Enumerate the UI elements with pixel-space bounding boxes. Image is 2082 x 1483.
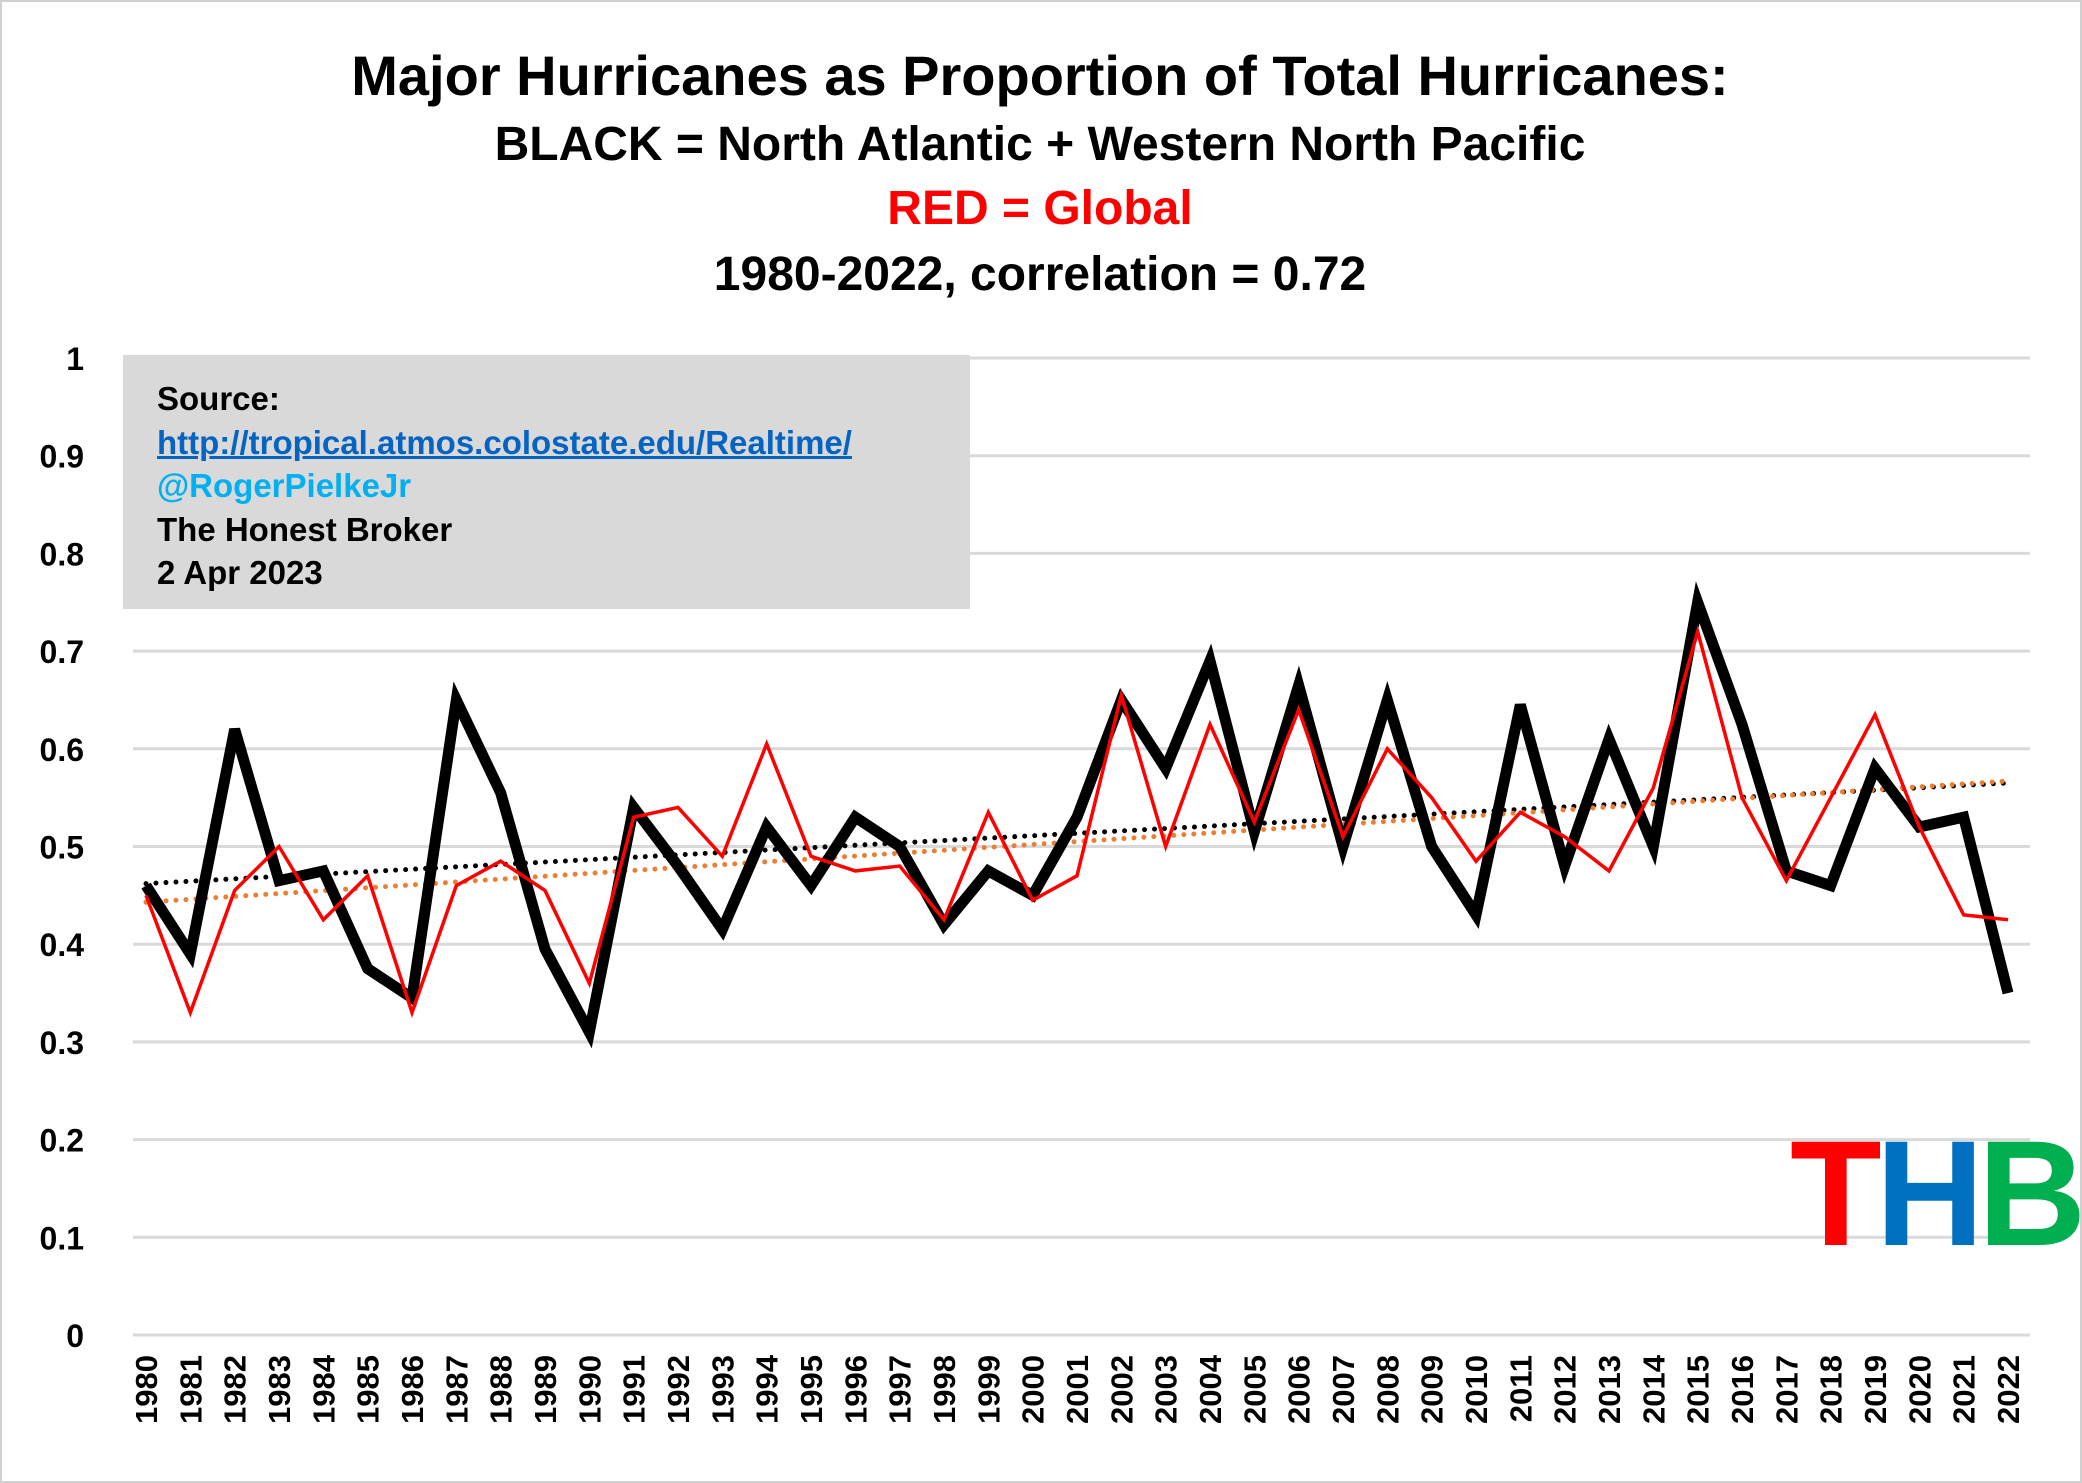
- y-tick-label: 0.3: [40, 1025, 84, 1061]
- x-tick-label: 2014: [1636, 1354, 1671, 1424]
- x-tick-label: 2018: [1814, 1355, 1849, 1424]
- x-tick-label: 2000: [1016, 1355, 1051, 1424]
- author-handle: @RogerPielkeJr: [157, 467, 412, 504]
- x-tick-label: 2010: [1459, 1355, 1494, 1424]
- x-tick-label: 2001: [1060, 1355, 1095, 1424]
- thb-logo: THB: [1790, 1118, 2082, 1268]
- trendline: [143, 780, 2011, 887]
- logo-b: B: [1977, 1109, 2082, 1277]
- x-tick-label: 2020: [1902, 1355, 1937, 1424]
- x-tick-label: 2016: [1725, 1355, 1760, 1424]
- x-tick-label: 1982: [218, 1355, 253, 1424]
- y-tick-label: 0.9: [40, 439, 84, 475]
- x-tick-label: 2022: [1991, 1355, 2026, 1424]
- y-tick-label: 0.4: [40, 927, 85, 963]
- x-tick-label: 2009: [1415, 1355, 1450, 1424]
- x-tick-label: 1997: [883, 1355, 918, 1424]
- y-tick-label: 0.2: [40, 1123, 84, 1159]
- x-tick-label: 1992: [661, 1355, 696, 1424]
- logo-h: H: [1875, 1109, 1984, 1277]
- x-tick-label: 2019: [1858, 1355, 1893, 1424]
- x-tick-label: 2004: [1193, 1354, 1228, 1424]
- x-tick-label: 2006: [1282, 1355, 1317, 1424]
- x-tick-label: 1996: [838, 1355, 873, 1424]
- x-tick-label: 2012: [1548, 1355, 1583, 1424]
- x-tick-label: 2003: [1149, 1355, 1184, 1424]
- x-tick-label: 1987: [439, 1355, 474, 1424]
- x-tick-label: 1993: [705, 1355, 740, 1424]
- y-tick-label: 0.5: [40, 830, 84, 866]
- x-tick-label: 1994: [750, 1354, 785, 1424]
- trendline: [143, 778, 2011, 905]
- publication-name: The Honest Broker: [157, 510, 453, 548]
- x-tick-label: 1999: [971, 1355, 1006, 1424]
- publication-date: 2 Apr 2023: [157, 554, 323, 591]
- x-tick-label: 2021: [1947, 1355, 1982, 1424]
- x-tick-label: 1988: [484, 1355, 519, 1424]
- x-tick-label: 1995: [794, 1355, 829, 1424]
- y-tick-label: 0.1: [40, 1220, 84, 1256]
- x-tick-label: 2008: [1370, 1355, 1405, 1424]
- x-tick-label: 2017: [1769, 1355, 1804, 1424]
- x-tick-label: 1983: [262, 1355, 297, 1424]
- subtitle-red: RED = Global: [887, 182, 1192, 235]
- source-link[interactable]: http://tropical.atmos.colostate.edu/Real…: [157, 423, 852, 461]
- x-tick-label: 1981: [173, 1355, 208, 1424]
- x-tick-label: 1998: [927, 1355, 962, 1424]
- logo-t: T: [1790, 1109, 1882, 1277]
- subtitle-black: BLACK = North Atlantic + Western North P…: [495, 118, 1586, 171]
- x-tick-label: 2007: [1326, 1355, 1361, 1424]
- source-label: Source:: [157, 380, 280, 417]
- x-tick-label: 2011: [1503, 1355, 1538, 1422]
- subtitle-period: 1980-2022, correlation = 0.72: [714, 248, 1366, 301]
- source-box: Source: http://tropical.atmos.colostate.…: [123, 355, 970, 609]
- x-tick-label: 2005: [1237, 1355, 1272, 1424]
- y-tick-label: 0: [66, 1318, 84, 1354]
- x-tick-label: 1985: [351, 1355, 386, 1424]
- x-tick-label: 1990: [572, 1355, 607, 1424]
- chart-title: Major Hurricanes as Proportion of Total …: [351, 44, 1728, 107]
- x-tick-label: 1986: [395, 1355, 430, 1424]
- x-tick-label: 1984: [306, 1354, 341, 1424]
- x-tick-label: 1980: [129, 1355, 164, 1424]
- y-tick-label: 0.7: [40, 634, 84, 670]
- y-tick-label: 0.8: [40, 536, 84, 572]
- y-tick-label: 0.6: [40, 732, 84, 768]
- y-tick-label: 1: [66, 341, 84, 377]
- x-tick-label: 1991: [617, 1355, 652, 1424]
- x-tick-label: 2013: [1592, 1355, 1627, 1424]
- x-tick-label: 2002: [1104, 1355, 1139, 1424]
- x-tick-label: 1989: [528, 1355, 563, 1424]
- x-tick-label: 2015: [1681, 1355, 1716, 1424]
